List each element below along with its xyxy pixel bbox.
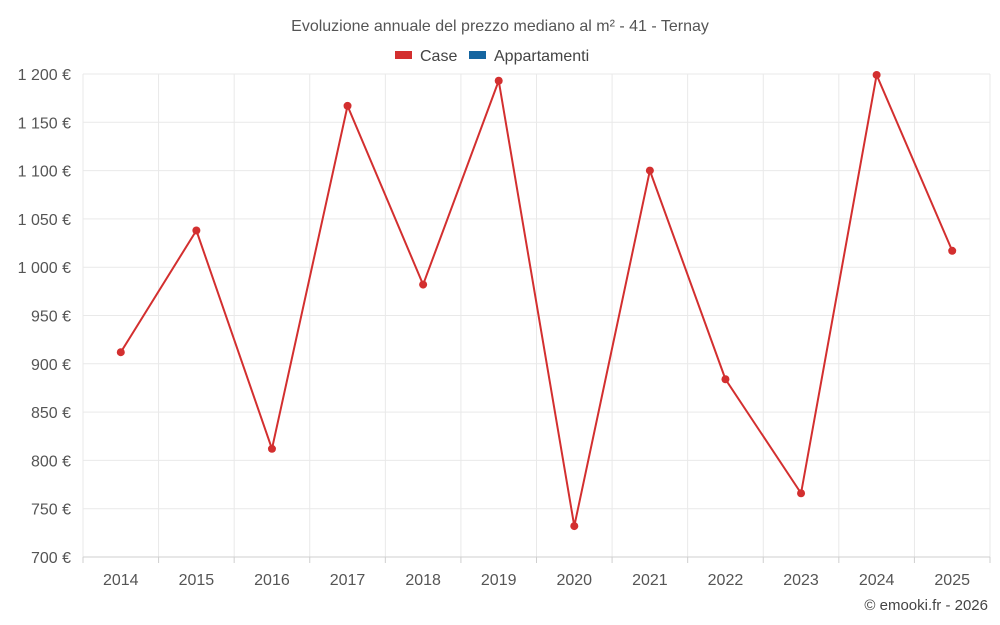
x-tick-label: 2020 — [556, 572, 592, 589]
y-tick-label: 700 € — [31, 550, 71, 567]
data-point-2019[interactable] — [494, 76, 503, 85]
y-tick-label: 750 € — [31, 502, 71, 519]
y-tick-label: 1 150 € — [18, 115, 71, 132]
data-point-2024[interactable] — [872, 70, 881, 79]
data-point-2017[interactable] — [343, 101, 352, 110]
data-point-2015[interactable] — [192, 226, 201, 235]
x-tick-label: 2025 — [934, 572, 970, 589]
legend-swatch-case — [395, 51, 412, 59]
legend-label-appartamenti: Appartamenti — [494, 48, 589, 65]
grid — [82, 73, 991, 557]
legend-item-appartamenti[interactable]: Appartamenti — [469, 48, 589, 65]
data-point-2021[interactable] — [645, 166, 654, 175]
x-tick-label: 2015 — [179, 572, 215, 589]
x-tick-label: 2016 — [254, 572, 290, 589]
x-tick-label: 2024 — [859, 572, 895, 589]
credit-text: © emooki.fr - 2026 — [864, 597, 988, 614]
data-point-2020[interactable] — [570, 522, 579, 531]
y-tick-label: 1 100 € — [18, 164, 71, 181]
data-point-2014[interactable] — [116, 348, 125, 357]
legend-label-case: Case — [420, 48, 457, 65]
legend-swatch-appartamenti — [469, 51, 486, 59]
y-tick-label: 1 050 € — [18, 212, 71, 229]
y-tick-label: 850 € — [31, 405, 71, 422]
x-tick-label: 2017 — [330, 572, 366, 589]
x-tick-label: 2019 — [481, 572, 517, 589]
y-tick-label: 950 € — [31, 309, 71, 326]
series-line-case — [119, 73, 954, 528]
chart-title: Evoluzione annuale del prezzo mediano al… — [291, 18, 709, 35]
axes: 700 € 750 € 800 € 850 € 900 € 950 € 1 000 € 1 0… — [18, 67, 991, 589]
data-point-2025[interactable] — [948, 246, 957, 255]
legend: Case Appartamenti — [395, 48, 589, 65]
x-tick-label: 2021 — [632, 572, 668, 589]
legend-item-case[interactable]: Case — [395, 48, 457, 65]
y-tick-label: 900 € — [31, 357, 71, 374]
x-tick-label: 2018 — [405, 572, 441, 589]
x-tick-label: 2014 — [103, 572, 139, 589]
y-tick-label: 800 € — [31, 453, 71, 470]
data-point-2022[interactable] — [721, 375, 730, 384]
data-point-2023[interactable] — [797, 489, 806, 498]
series-layer — [116, 70, 957, 531]
x-tick-label: 2023 — [783, 572, 819, 589]
data-point-2018[interactable] — [419, 280, 428, 289]
data-point-2016[interactable] — [267, 444, 276, 453]
x-tick-label: 2022 — [708, 572, 744, 589]
y-tick-label: 1 000 € — [18, 260, 71, 277]
y-tick-label: 1 200 € — [18, 67, 71, 84]
